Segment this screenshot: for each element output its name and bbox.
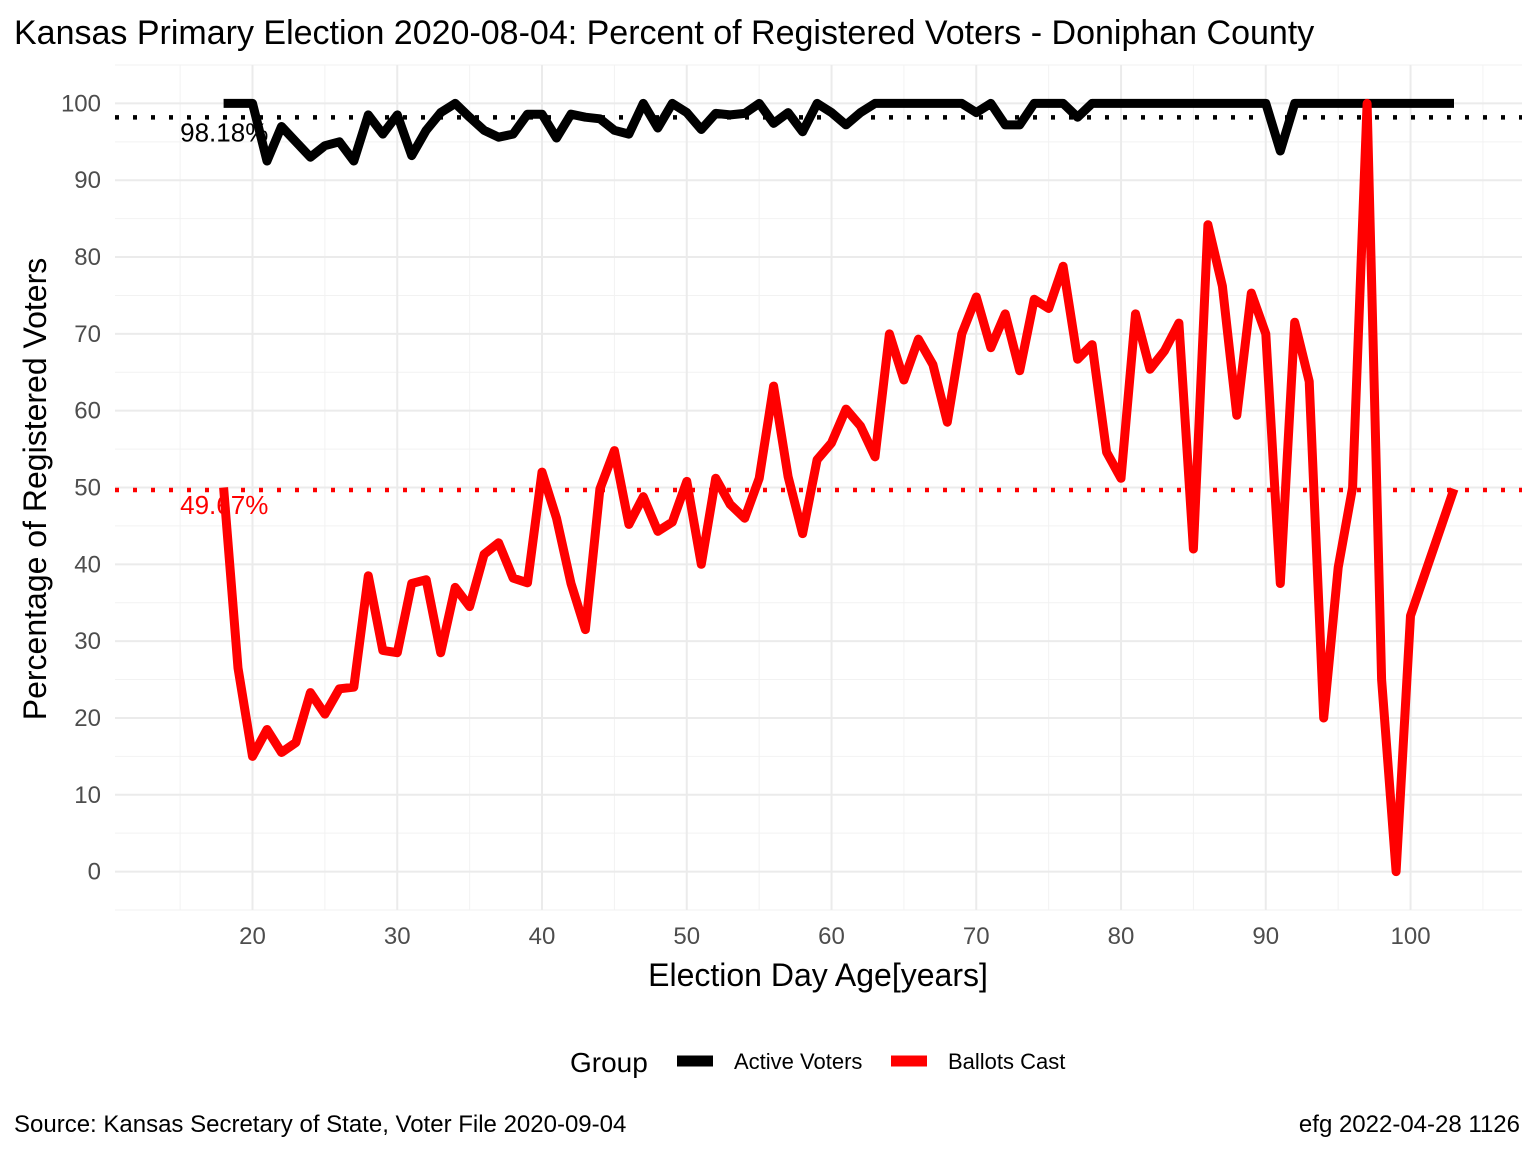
grid-minor [115,64,1522,911]
y-tick-label: 80 [74,244,101,271]
y-tick-label: 60 [74,398,101,425]
y-tick-label: 10 [74,782,101,809]
y-tick-label: 100 [61,90,101,117]
legend-label-ballots-cast: Ballots Cast [948,1049,1065,1074]
x-tick-label: 80 [1108,923,1135,950]
y-axis-label: Percentage of Registered Voters [17,258,53,721]
x-tick-label: 20 [239,923,266,950]
series-layer [219,98,1459,877]
source-caption: Source: Kansas Secretary of State, Voter… [14,1111,626,1138]
credit-caption: efg 2022-04-28 1126 [1299,1111,1520,1138]
x-tick-labels: 20 30 40 50 60 70 80 90 100 [239,923,1430,950]
series-line-active-voters [223,98,1454,166]
y-tick-labels: 0 10 20 30 40 50 60 70 80 90 100 [61,90,101,885]
x-tick-label: 70 [963,923,990,950]
y-tick-label: 0 [88,859,101,886]
legend: Group Active Voters Ballots Cast [570,1047,1065,1078]
reference-line-label: 49.67% [180,490,268,520]
y-tick-label: 20 [74,705,101,732]
x-tick-label: 60 [818,923,845,950]
chart-title: Kansas Primary Election 2020-08-04: Perc… [14,14,1314,52]
legend-title: Group [570,1047,648,1078]
series-line-ballots-cast [219,98,1459,877]
y-tick-label: 30 [74,628,101,655]
x-tick-label: 50 [673,923,700,950]
legend-label-active-voters: Active Voters [734,1049,862,1074]
x-tick-label: 30 [384,923,411,950]
y-tick-label: 40 [74,551,101,578]
reference-labels: 98.18% 49.67% [180,117,268,520]
reference-line-label: 98.18% [180,117,268,147]
x-axis-label: Election Day Age[years] [648,957,988,993]
y-tick-label: 50 [74,475,101,502]
x-tick-label: 100 [1391,923,1431,950]
y-tick-label: 90 [74,167,101,194]
y-tick-label: 70 [74,321,101,348]
x-tick-label: 40 [529,923,556,950]
x-tick-label: 90 [1252,923,1279,950]
